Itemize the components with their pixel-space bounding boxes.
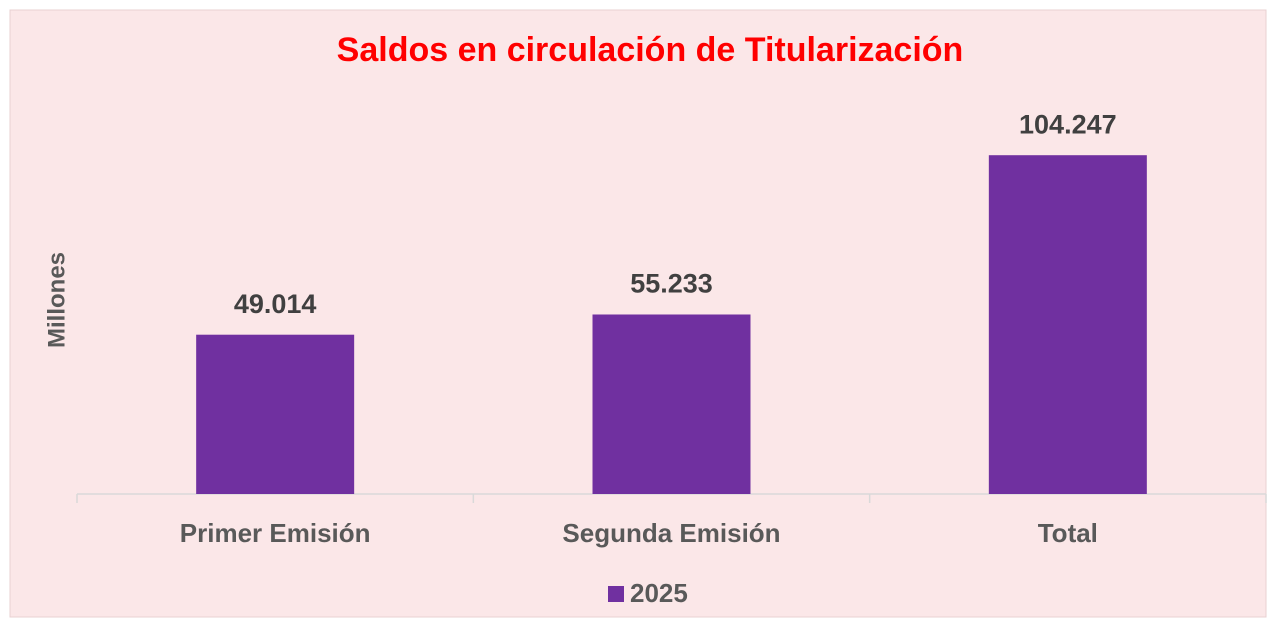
value-label: 104.247 <box>1019 109 1117 139</box>
bar <box>196 334 355 494</box>
value-label: 55.233 <box>630 269 713 299</box>
bar <box>592 314 751 494</box>
y-axis-label: Millones <box>43 252 70 348</box>
x-tick-label: Primer Emisión <box>180 518 371 548</box>
x-tick-label: Segunda Emisión <box>562 518 780 548</box>
x-tick-label: Total <box>1038 518 1098 548</box>
chart-title: Saldos en circulación de Titularización <box>337 31 964 69</box>
value-label: 49.014 <box>234 289 317 319</box>
legend-label: 2025 <box>630 578 688 608</box>
legend-swatch <box>608 586 624 602</box>
bar <box>988 155 1147 494</box>
